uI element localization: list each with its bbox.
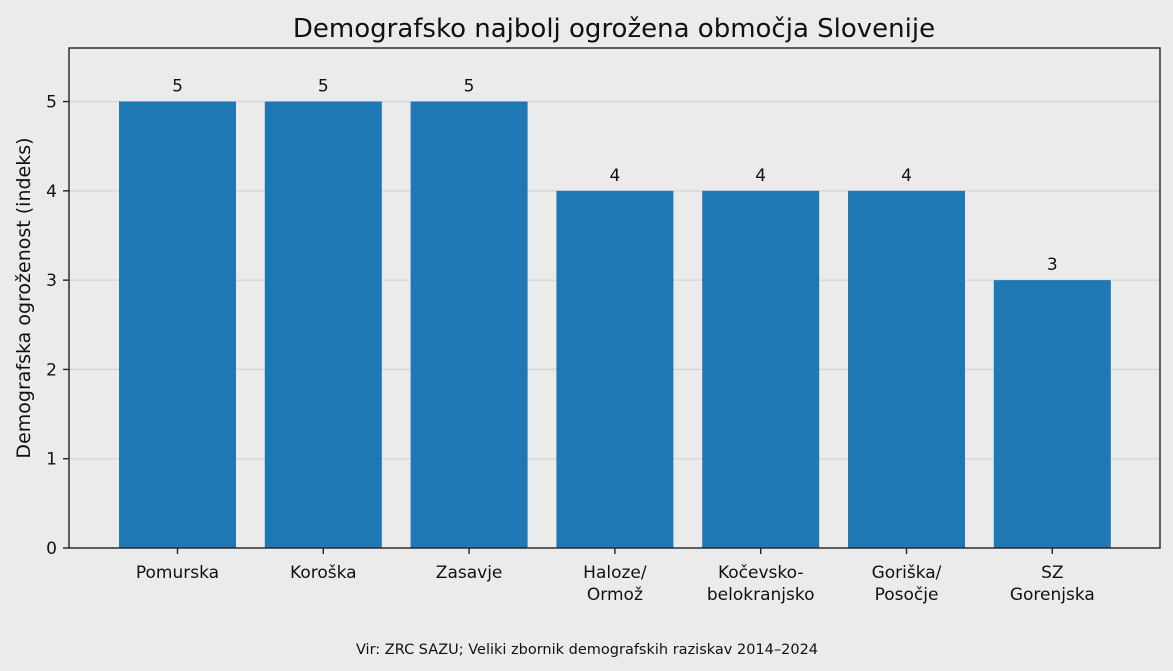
bar	[702, 190, 820, 548]
x-tick-label: Goriška/Posočje	[872, 563, 942, 605]
x-tick-label: SZ Gorenjska	[1010, 563, 1095, 605]
chart-title: Demografsko najbolj ogrožena območja Slo…	[293, 14, 935, 44]
data-label: 3	[1047, 255, 1058, 275]
x-tick-label: Zasavje	[436, 563, 503, 583]
bar	[264, 101, 382, 549]
y-tick-label: 0	[46, 539, 57, 559]
bar	[848, 190, 965, 548]
axes: 0 1 2 3 4 5 Pomurska Koroška Zasavje Haloze/Ormož…	[46, 47, 1161, 605]
data-label: 5	[172, 77, 183, 97]
bar	[410, 101, 528, 549]
bar	[993, 280, 1111, 548]
data-label: 4	[755, 166, 766, 186]
bars	[119, 101, 1111, 549]
x-tick-label: Pomurska	[136, 563, 219, 583]
y-tick-label: 4	[46, 182, 57, 202]
data-label: 4	[609, 166, 620, 186]
data-label: 5	[464, 77, 475, 97]
x-tick-label: Koroška	[290, 563, 357, 583]
x-tick-label: Kočevsko-belokranjsko	[707, 563, 815, 605]
y-tick-label: 3	[46, 271, 57, 291]
data-label: 5	[318, 77, 329, 97]
data-label: 4	[901, 166, 912, 186]
y-axis-label: Demografska ogroženost (indeks)	[13, 137, 35, 458]
bar	[556, 190, 674, 548]
source-note: Vir: ZRC SAZU; Veliki zbornik demografsk…	[356, 642, 818, 658]
bar	[119, 101, 236, 549]
x-tick-label: Haloze/Ormož	[583, 563, 647, 605]
y-tick-label: 1	[46, 450, 57, 470]
y-tick-label: 2	[46, 360, 57, 380]
data-labels: 5 5 5 4 4 4 3	[172, 77, 1058, 276]
y-tick-label: 5	[46, 93, 57, 113]
